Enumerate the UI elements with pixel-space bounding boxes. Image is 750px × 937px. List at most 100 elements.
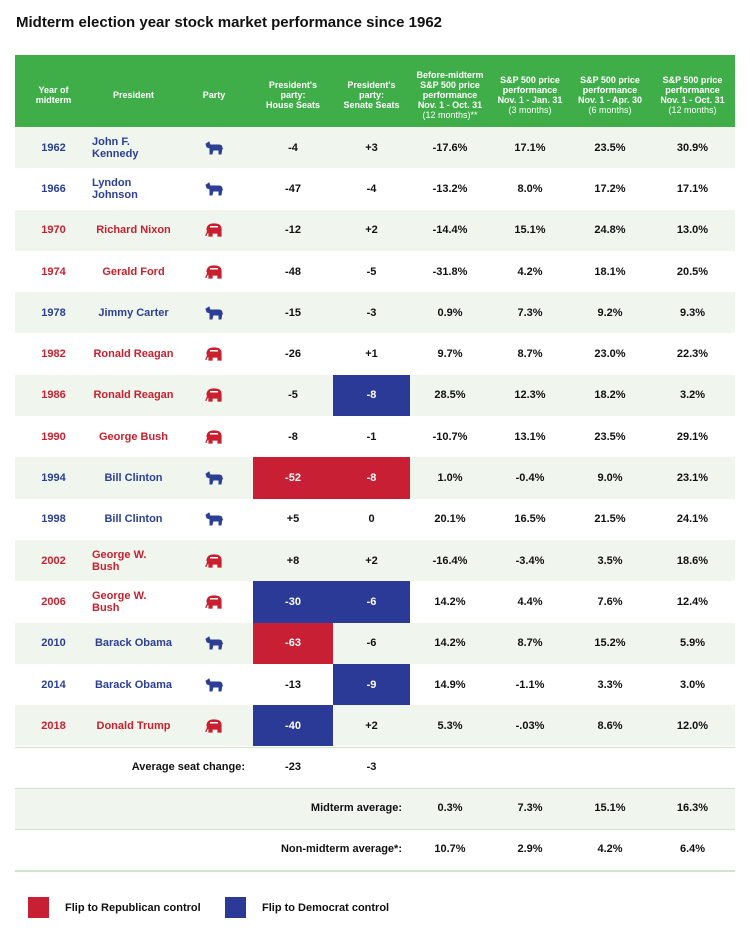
table-bottom-rule [15,869,735,872]
apr-cell: 9.2% [597,306,623,319]
party-icon [175,623,253,664]
year-cell: 1998 [41,513,66,526]
oct-cell: 5.9% [679,637,706,650]
header-line: Year of [38,85,69,95]
header-line: Nov. 1 - Jan. 31 [497,95,563,105]
senate-cell: +1 [365,348,378,361]
apr-cell: 24.8% [594,224,626,237]
house-cell: -63 [253,622,333,664]
house-cell: -8 [288,430,298,443]
summary-value: 6.4% [679,843,706,855]
apr-cell: 9.0% [597,472,623,485]
year-cell: 2018 [41,719,66,732]
before-cell: -17.6% [432,141,468,154]
header-note: (12 months)** [422,110,478,120]
header-line: S&P 500 price [420,80,480,90]
president-cell: Bill Clinton [104,513,163,526]
legend-swatch [225,897,246,918]
header-line: Before-midterm [416,70,484,80]
legend-label: Flip to Republican control [65,901,201,914]
jan-cell: 13.1% [514,430,546,443]
president-cell: Ronald Reagan [93,389,174,402]
summary-value: -23 [285,761,301,773]
before-cell: 5.3% [437,719,463,732]
senate-cell: -4 [366,182,377,195]
header-line: party: [280,90,306,100]
before-cell: -10.7% [432,430,468,443]
party-icon [175,334,253,375]
year-cell: 1990 [41,430,66,443]
before-cell: -31.8% [432,265,468,278]
year-cell: 1974 [41,265,66,278]
jan-cell: -.03% [515,719,545,732]
president-cell: Jimmy Carter [98,306,169,319]
oct-cell: 3.2% [679,389,706,402]
jan-cell: -0.4% [515,472,545,485]
header-bg [15,55,735,127]
house-cell: -5 [288,389,298,402]
summary-value: 7.3% [517,802,543,814]
president-cell: George W. Bush [92,548,147,573]
jan-cell: 7.3% [517,306,543,319]
oct-cell: 17.1% [676,182,709,195]
summary-value: -3 [366,761,377,773]
apr-cell: 18.2% [594,389,626,402]
oct-cell: 12.0% [676,719,709,732]
header-line: S&P 500 price [580,75,640,85]
before-cell: 9.7% [437,348,463,361]
column-header: S&P 500 price performance Nov. 1 - Jan. 31… [490,55,570,127]
row-bg [15,416,735,458]
house-cell: -26 [285,348,301,361]
summary-value: 10.7% [434,843,466,855]
party-icon [175,499,253,540]
row-bg [15,333,735,375]
house-cell: +8 [286,554,300,567]
year-cell: 1962 [41,141,66,154]
before-cell: 14.9% [434,678,466,691]
summary-value: 2.9% [517,843,543,855]
jan-cell: 8.0% [517,182,543,195]
oct-cell: 23.1% [676,472,709,485]
header-line: performance [665,85,720,95]
apr-cell: 3.3% [597,678,623,691]
header-note: (12 months) [668,105,717,115]
header-note: (3 months) [508,105,552,115]
year-cell: 2010 [41,637,66,650]
house-cell: -13 [285,678,301,691]
senate-cell: -9 [333,663,410,706]
president-cell: George W. Bush [92,589,147,614]
apr-cell: 23.0% [594,348,626,361]
oct-cell: 18.6% [676,554,709,567]
column-header: S&P 500 price performance Nov. 1 - Apr. 30… [570,55,650,127]
row-bg [15,705,735,747]
header-line: Senate Seats [343,100,400,110]
oct-cell: 3.0% [679,678,706,691]
header-line: party: [358,90,384,100]
party-icon [175,168,253,209]
president-cell: Ronald Reagan [93,348,174,361]
oct-cell: 30.9% [676,141,709,154]
jan-cell: 12.3% [514,389,546,402]
header-line: President's [347,80,396,90]
year-cell: 1986 [41,389,66,402]
title: Midterm election year stock market perfo… [16,14,443,31]
before-cell: 20.1% [434,513,466,526]
year-cell: 1970 [41,224,66,237]
summary-label: Midterm average: [310,802,402,814]
oct-cell: 29.1% [676,430,709,443]
before-cell: 1.0% [437,472,463,485]
year-cell: 1978 [41,306,66,319]
header-line: S&P 500 price [662,75,723,85]
senate-cell: +2 [365,719,378,732]
header-line: President's [268,80,318,90]
row-bg [15,127,735,169]
president-cell: Lyndon Johnson [92,176,138,201]
president-cell: Richard Nixon [96,224,171,237]
header-line: Nov. 1 - Apr. 30 [577,95,643,105]
senate-cell: +3 [365,141,378,154]
column-header: President's party: Senate Seats [333,55,410,127]
before-cell: 0.9% [437,306,463,319]
senate-cell: -8 [333,374,410,417]
before-cell: -14.4% [432,224,468,237]
jan-cell: 4.2% [517,265,543,278]
